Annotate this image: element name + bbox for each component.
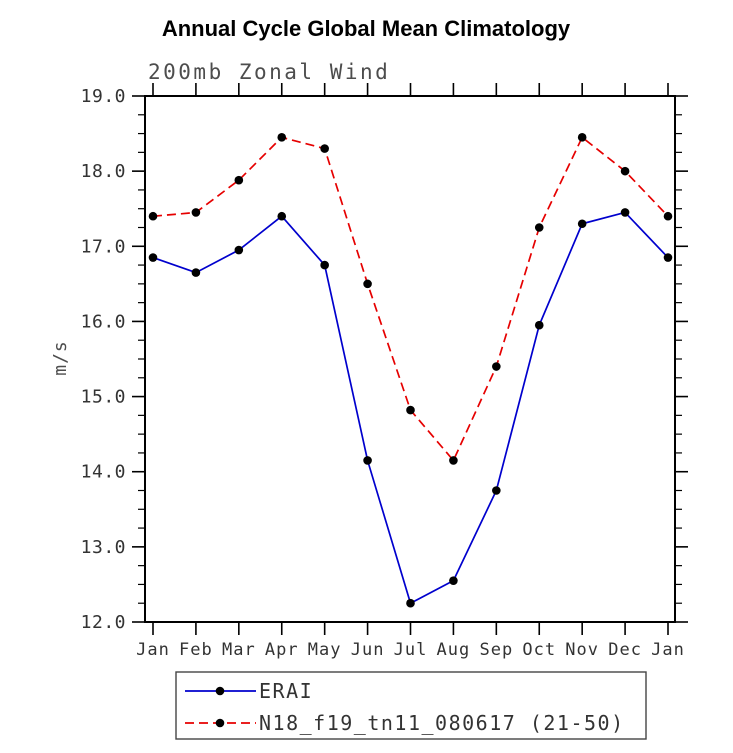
legend-marker: [215, 718, 225, 728]
data-point-marker: [320, 260, 329, 270]
x-tick-label: Oct: [522, 640, 556, 660]
data-point-marker: [277, 211, 287, 221]
y-tick-label: 16.0: [81, 311, 126, 332]
x-tick-label: Sep: [479, 640, 513, 660]
data-point-marker: [320, 144, 329, 153]
data-point-marker: [449, 576, 458, 585]
y-tick-label: 18.0: [81, 161, 126, 182]
data-point-marker: [191, 268, 201, 277]
data-point-marker: [620, 208, 630, 217]
data-point-marker: [406, 405, 415, 415]
legend-marker: [215, 686, 225, 696]
legend-label: ERAI: [259, 679, 313, 703]
x-tick-label: Apr: [265, 640, 299, 660]
data-point-marker: [234, 175, 244, 185]
plot-area: Jan Feb Mar Apr May Jun Jul Aug Sep Oct Nov Dec Jan 1…: [81, 83, 688, 660]
legend-box: [175, 671, 647, 740]
x-tick-label: Feb: [179, 640, 213, 660]
data-point-marker: [191, 208, 201, 217]
data-point-marker: [449, 456, 458, 465]
chart-title: Annual Cycle Global Mean Climatology: [162, 16, 571, 41]
data-point-marker: [406, 598, 415, 608]
data-point-marker: [663, 211, 673, 221]
x-tick-label: Jun: [351, 640, 385, 660]
data-point-marker: [534, 223, 544, 232]
y-tick-label: 12.0: [81, 612, 126, 633]
data-point-marker: [363, 279, 372, 289]
legend: ERAI N18_f19_tn11_080617 (21-50): [175, 671, 647, 740]
data-point-marker: [363, 456, 372, 465]
y-axis-label: m/s: [50, 340, 71, 376]
data-point-marker: [234, 245, 244, 255]
x-tick-label: Jan: [651, 640, 685, 660]
data-point-marker: [534, 320, 544, 330]
y-tick-label: 13.0: [81, 537, 126, 558]
y-tick-label: 15.0: [81, 387, 126, 408]
data-point-marker: [620, 166, 630, 176]
x-tick-label: Mar: [222, 640, 256, 660]
data-point-marker: [492, 486, 501, 495]
data-point-marker: [663, 253, 673, 262]
x-tick-label: Aug: [437, 640, 471, 660]
data-point-marker: [148, 253, 158, 262]
data-point-marker: [492, 362, 501, 371]
x-tick-label: Nov: [565, 640, 599, 660]
x-tick-label: Jul: [394, 640, 428, 660]
data-point-marker: [148, 211, 158, 221]
plot-border: [144, 95, 676, 623]
legend-label: N18_f19_tn11_080617 (21-50): [259, 711, 625, 735]
data-point-marker: [577, 219, 587, 229]
data-point-marker: [577, 133, 587, 142]
x-tick-label: May: [308, 640, 342, 660]
chart-subtitle: 200mb Zonal Wind: [148, 60, 390, 84]
y-tick-label: 14.0: [81, 462, 126, 483]
x-tick-label: Jan: [136, 640, 170, 660]
data-point-marker: [277, 133, 287, 142]
y-tick-label: 17.0: [81, 236, 126, 257]
x-tick-label: Dec: [608, 640, 642, 660]
y-tick-label: 19.0: [81, 86, 126, 107]
